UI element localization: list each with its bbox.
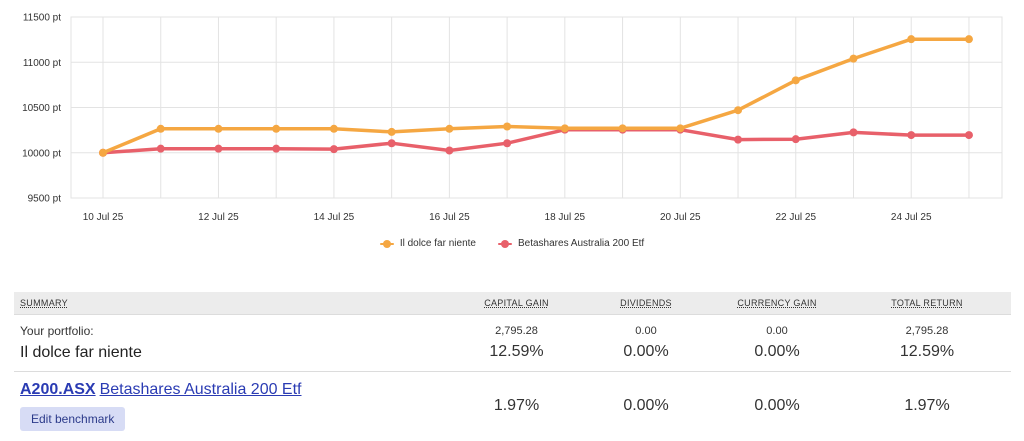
series-point — [503, 122, 512, 131]
series-point — [445, 124, 454, 133]
benchmark-total-return-pct: 1.97% — [904, 397, 950, 414]
benchmark-capital-gain-pct: 1.97% — [493, 397, 540, 414]
series-point — [99, 148, 107, 157]
series-point — [503, 139, 512, 148]
x-tick-label: 16 Jul 25 — [429, 212, 470, 223]
series-point — [734, 106, 743, 115]
header-total-return: TOTAL RETURN — [843, 292, 1011, 315]
benchmark-name-link[interactable]: Betashares Australia 200 Etf — [99, 381, 302, 398]
portfolio-total-return-pct: 12.59% — [899, 343, 955, 360]
x-tick-label: 20 Jul 25 — [660, 212, 701, 223]
portfolio-dividends-amount: 0.00 — [635, 325, 657, 337]
header-currency-gain: CURRENCY GAIN — [711, 292, 843, 315]
legend-item-portfolio[interactable]: Il dolce far niente — [379, 238, 476, 249]
legend-label-benchmark: Betashares Australia 200 Etf — [517, 238, 645, 249]
y-tick-label: 10000 pt — [22, 148, 61, 159]
series-point — [560, 124, 569, 133]
portfolio-capital-gain-amount: 2,795.28 — [495, 325, 538, 337]
series-point — [387, 139, 396, 148]
series-point — [387, 127, 396, 136]
x-tick-label: 12 Jul 25 — [198, 212, 239, 223]
legend-item-benchmark[interactable]: Betashares Australia 200 Etf — [497, 238, 645, 249]
series-point — [214, 124, 223, 133]
series-point — [156, 144, 165, 153]
portfolio-total-return: 2,795.28 12.59% — [843, 314, 1011, 372]
portfolio-capital-gain: 2,795.28 12.59% — [452, 314, 581, 372]
performance-chart: 9500 pt 10000 pt 10500 pt 11000 pt 11500 pt 1… — [22, 13, 1003, 223]
header-capital-gain: CAPITAL GAIN — [452, 292, 581, 315]
header-dividends: DIVIDENDS — [581, 292, 711, 315]
series-point — [734, 135, 743, 144]
series-point — [849, 128, 858, 137]
y-tick-label: 11000 pt — [23, 58, 61, 69]
series-point — [964, 35, 973, 44]
series-point — [272, 144, 281, 153]
x-tick-label: 22 Jul 25 — [775, 212, 816, 223]
summary-header-row: SUMMARY CAPITAL GAIN DIVIDENDS CURRENCY … — [14, 292, 1011, 315]
series-line — [101, 127, 971, 155]
benchmark-code-link[interactable]: A200.ASX — [20, 381, 96, 398]
portfolio-dividends: 0.00 0.00% — [581, 314, 711, 372]
series-point — [791, 76, 800, 85]
chart-legend: Il dolce far niente Betashares Australia… — [0, 238, 1024, 249]
benchmark-currency-gain-pct: 0.00% — [754, 397, 800, 414]
portfolio-capital-gain-pct: 12.59% — [489, 343, 544, 360]
portfolio-currency-gain-pct: 0.00% — [754, 343, 800, 360]
series-point — [329, 145, 338, 154]
series-line — [101, 37, 971, 155]
x-tick-label: 18 Jul 25 — [545, 212, 586, 223]
series-point — [907, 35, 916, 44]
y-tick-label: 10500 pt — [22, 103, 61, 114]
header-summary: SUMMARY — [14, 292, 452, 315]
series-point — [964, 131, 973, 140]
portfolio-label: Your portfolio: — [20, 324, 94, 338]
series-point — [849, 54, 858, 63]
summary-table: SUMMARY CAPITAL GAIN DIVIDENDS CURRENCY … — [14, 292, 1011, 440]
benchmark-row: A200.ASX Betashares Australia 200 Etf Edi… — [14, 372, 1011, 441]
portfolio-currency-gain-amount: 0.00 — [766, 325, 788, 337]
portfolio-dividends-pct: 0.00% — [623, 343, 669, 360]
x-tick-label: 14 Jul 25 — [314, 212, 355, 223]
portfolio-name: Il dolce far niente — [20, 344, 142, 361]
portfolio-currency-gain: 0.00 0.00% — [711, 314, 843, 372]
series-point — [272, 124, 281, 133]
series-point — [214, 144, 223, 153]
y-tick-label: 9500 pt — [28, 194, 62, 205]
series-point — [791, 135, 800, 144]
edit-benchmark-button[interactable]: Edit benchmark — [20, 407, 126, 431]
series-point — [907, 131, 916, 140]
portfolio-total-return-amount: 2,795.28 — [905, 325, 949, 337]
portfolio-row: Your portfolio: Il dolce far niente 2,79… — [14, 314, 1011, 372]
series-point — [156, 124, 165, 133]
series-point — [618, 124, 627, 133]
legend-label-portfolio: Il dolce far niente — [399, 238, 476, 249]
series-point — [445, 146, 454, 155]
benchmark-cell: A200.ASX Betashares Australia 200 Etf Edi… — [14, 372, 452, 441]
legend-swatch-portfolio — [379, 239, 394, 248]
portfolio-cell: Your portfolio: Il dolce far niente — [14, 314, 452, 372]
x-tick-label: 24 Jul 25 — [891, 212, 932, 223]
benchmark-dividends-pct: 0.00% — [623, 397, 669, 414]
y-tick-label: 11500 pt — [23, 13, 61, 24]
x-tick-label: 10 Jul 25 — [83, 212, 124, 223]
legend-swatch-benchmark — [497, 239, 512, 248]
series-point — [676, 124, 685, 133]
series-point — [329, 124, 338, 133]
